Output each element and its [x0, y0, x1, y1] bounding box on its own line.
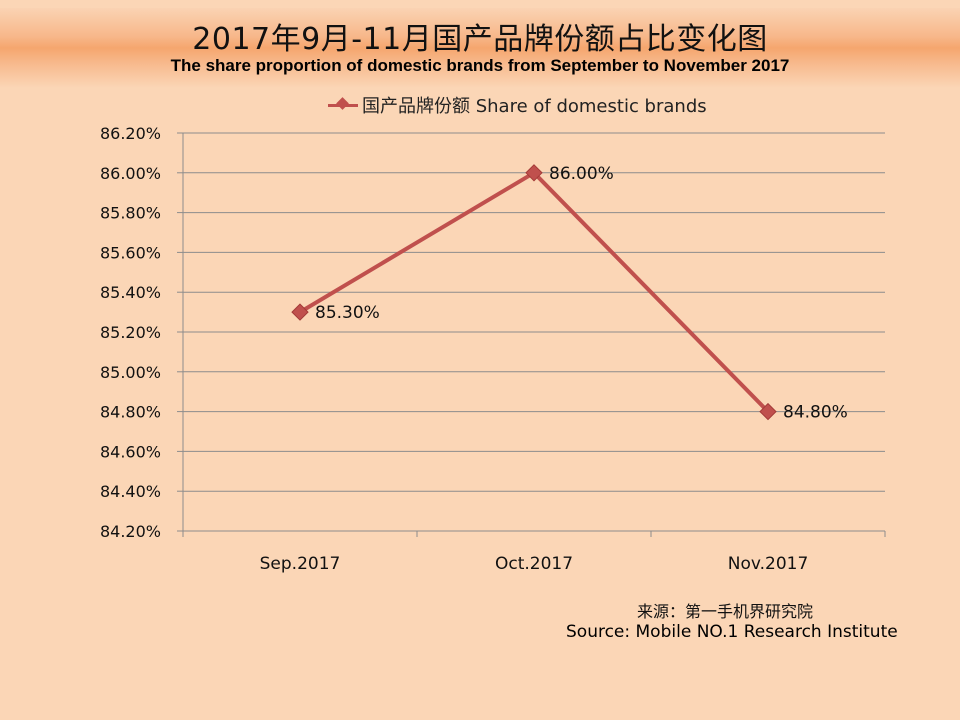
data-point [291, 303, 309, 321]
chart-legend: 国产品牌份额 Share of domestic brands [328, 92, 707, 118]
y-tick-label: 84.20% [100, 522, 161, 541]
y-tick-label: 85.20% [100, 323, 161, 342]
y-tick-label: 85.00% [100, 363, 161, 382]
source-cn: 来源：第一手机界研究院 [637, 602, 814, 621]
title-banner [0, 8, 960, 88]
x-tick-label: Nov.2017 [728, 554, 809, 574]
data-label: 84.80% [783, 403, 848, 423]
y-tick-label: 86.20% [100, 124, 161, 143]
source-en: Source: Mobile NO.1 Research Institute [566, 622, 898, 642]
y-tick-label: 85.80% [100, 204, 161, 223]
x-tick-label: Sep.2017 [260, 554, 341, 574]
chart-title: 2017年9月-11月国产品牌份额占比变化图 [192, 22, 768, 57]
legend-marker-icon [328, 103, 358, 107]
y-tick-label: 84.40% [100, 482, 161, 501]
x-tick-label: Oct.2017 [495, 554, 573, 574]
y-tick-label: 84.60% [100, 442, 161, 461]
data-label: 86.00% [549, 164, 614, 184]
y-tick-label: 84.80% [100, 403, 161, 422]
data-label: 85.30% [315, 303, 380, 323]
y-tick-label: 86.00% [100, 164, 161, 183]
legend-label: 国产品牌份额 Share of domestic brands [362, 96, 707, 117]
y-tick-label: 85.40% [100, 283, 161, 302]
chart-subtitle: The share proportion of domestic brands … [170, 56, 790, 75]
data-point [525, 164, 543, 182]
data-point [759, 402, 777, 421]
y-tick-label: 85.60% [100, 243, 161, 262]
